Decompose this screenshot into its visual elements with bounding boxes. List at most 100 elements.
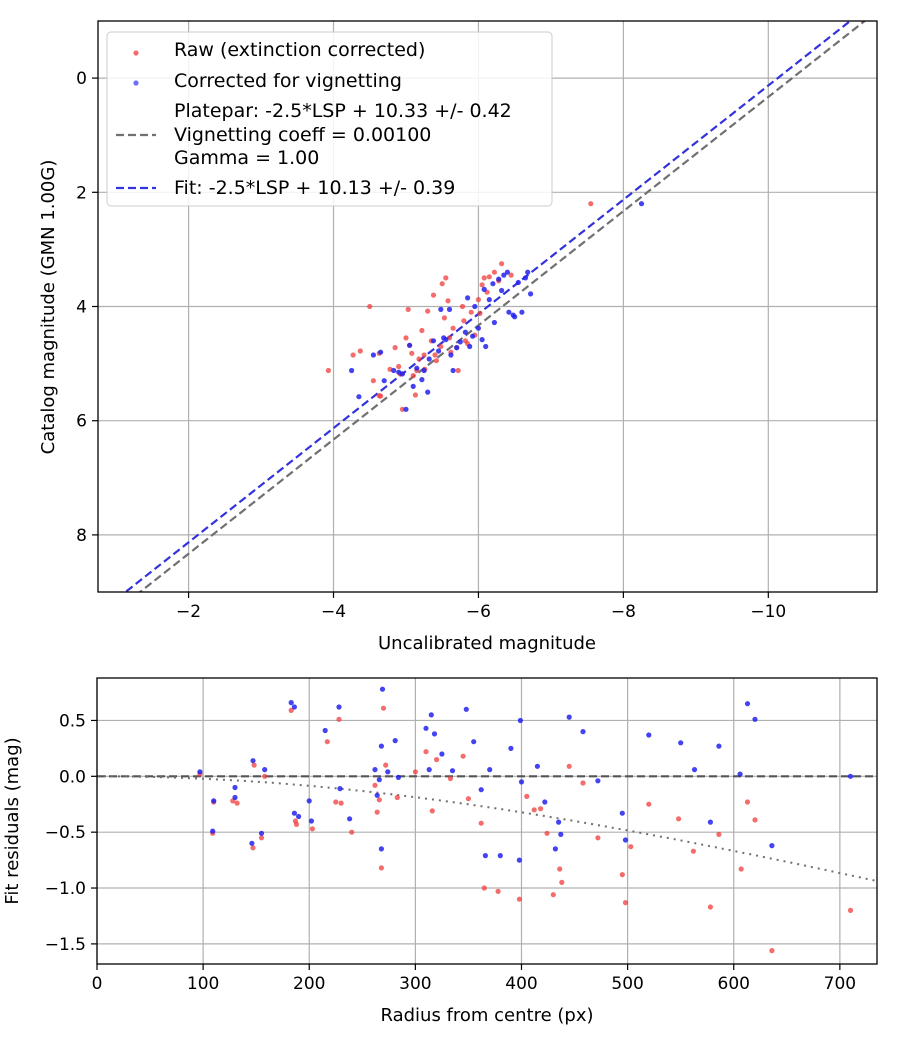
corrected-point [525, 269, 531, 275]
raw-point [468, 309, 474, 315]
corrected-point [622, 837, 629, 843]
corrected-point [336, 704, 342, 710]
legend-raw-marker [133, 50, 139, 56]
corrected-point [737, 771, 743, 777]
top-ticks: −2 −4 −6 −8 −10 0 2 4 6 8 [76, 69, 786, 622]
corrected-point [508, 745, 514, 752]
corrected-point [619, 810, 625, 816]
corrected-point [322, 727, 328, 734]
raw-point [425, 308, 431, 314]
corrected-point [378, 743, 384, 749]
corrected-point [197, 769, 203, 775]
bottom-y-axis-label: Fit residuals (mag) [2, 737, 23, 904]
corrected-point [211, 798, 217, 804]
legend-gamma-label: Gamma = 1.00 [174, 147, 319, 169]
corrected-point [395, 774, 401, 781]
corrected-point [426, 767, 432, 773]
raw-point [336, 716, 342, 722]
corrected-point [504, 269, 510, 275]
corrected-point [556, 819, 562, 825]
bottom-panel: 0 100 200 300 400 500 600 700 0.5 0.0 −0.5 −1.0 −1.5… [2, 677, 878, 1026]
corrected-point [425, 389, 431, 395]
corrected-point [478, 787, 484, 793]
corrected-point [378, 846, 384, 852]
corrected-point [356, 394, 362, 400]
corrected-point [847, 773, 854, 779]
x-tick-label: 600 [718, 974, 750, 994]
x-tick-label: 700 [824, 974, 856, 994]
raw-point [646, 801, 652, 807]
y-tick-label: 0.5 [59, 711, 86, 731]
raw-point [403, 335, 409, 341]
corrected-point [465, 295, 471, 301]
corrected-point [446, 306, 453, 312]
corrected-point [448, 352, 454, 358]
corrected-point [518, 779, 525, 785]
raw-point [288, 707, 294, 714]
corrected-point [454, 345, 460, 351]
corrected-point [392, 738, 398, 744]
raw-point [619, 872, 625, 878]
x-tick-label: 400 [505, 974, 537, 994]
corrected-point [462, 329, 468, 335]
raw-point [465, 796, 471, 802]
corrected-point [296, 813, 302, 820]
corrected-point [370, 352, 376, 358]
raw-point [481, 275, 487, 281]
corrected-point [308, 818, 314, 824]
fit-line [123, 21, 852, 592]
corrected-point [497, 853, 503, 859]
corrected-point [385, 769, 391, 775]
corrected-point [475, 325, 481, 331]
corrected-point [374, 792, 380, 798]
corrected-point [515, 279, 521, 286]
raw-point [349, 829, 355, 835]
corrected-point [249, 840, 255, 846]
corrected-point [483, 343, 489, 350]
raw-point [416, 356, 422, 362]
raw-point [396, 363, 402, 370]
corrected-point [752, 716, 758, 722]
corrected-point [580, 729, 586, 735]
x-tick-label: −6 [466, 602, 491, 622]
corrected-point [436, 348, 442, 354]
raw-point [421, 352, 427, 358]
corrected-point [391, 367, 397, 374]
x-tick-label: 200 [293, 974, 325, 994]
corrected-point [517, 717, 524, 724]
raw-point [380, 705, 387, 711]
raw-point [234, 800, 240, 806]
corrected-point [470, 333, 476, 339]
raw-point [508, 272, 514, 278]
corrected-point [426, 356, 432, 362]
raw-point [439, 281, 445, 287]
raw-point [378, 393, 384, 399]
raw-point [423, 749, 429, 755]
raw-point [738, 866, 744, 872]
corrected-point [471, 739, 477, 745]
raw-point [438, 343, 444, 350]
corrected-point [291, 810, 297, 816]
raw-point [491, 269, 497, 275]
raw-point [499, 261, 505, 267]
raw-point [392, 345, 398, 351]
raw-point [544, 830, 550, 836]
corrected-point [291, 704, 297, 710]
top-y-axis-label: Catalog magnitude (GMN 1.00G) [38, 160, 59, 455]
x-tick-label: −2 [176, 602, 201, 622]
corrected-point [378, 349, 384, 355]
corrected-point [407, 342, 413, 348]
raw-point [538, 806, 544, 812]
raw-point [405, 306, 411, 312]
raw-point [455, 367, 461, 374]
raw-point [250, 845, 256, 851]
raw-point [459, 303, 466, 310]
top-x-axis-label: Uncalibrated magnitude [378, 633, 596, 654]
corrected-point [506, 309, 512, 315]
corrected-point [210, 828, 216, 834]
raw-point [262, 773, 268, 779]
legend-raw-label: Raw (extinction corrected) [174, 39, 425, 61]
corrected-point [419, 377, 425, 383]
corrected-point [431, 731, 438, 737]
